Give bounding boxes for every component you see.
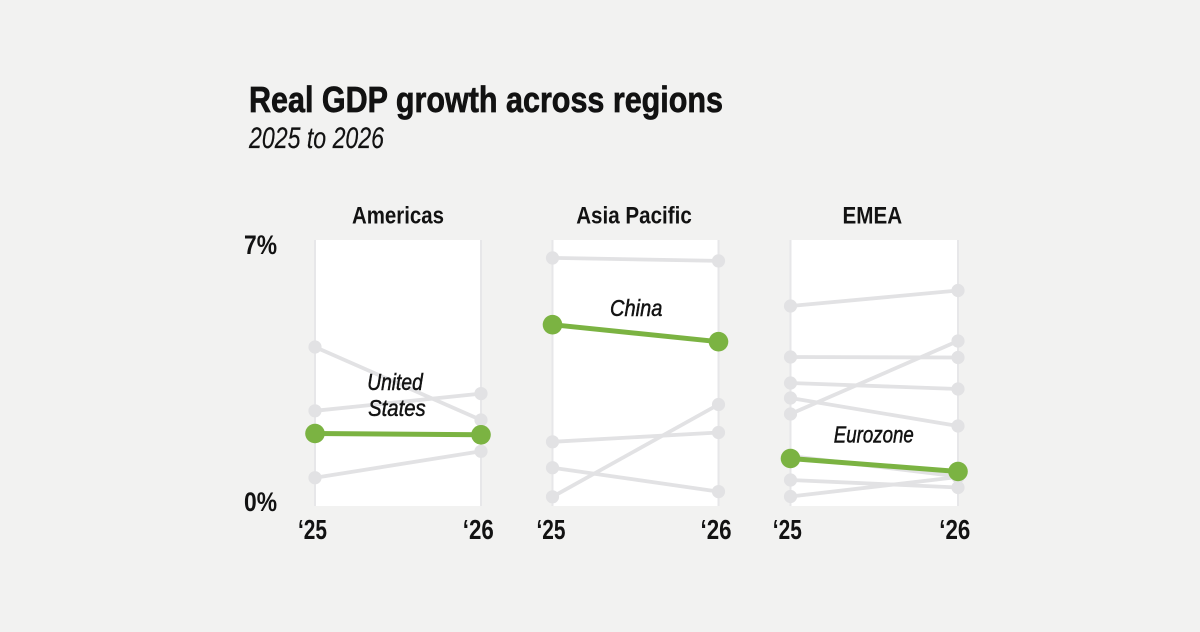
svg-text:‘26: ‘26 xyxy=(701,514,732,545)
svg-text:‘26: ‘26 xyxy=(463,514,494,545)
svg-text:China: China xyxy=(610,295,662,321)
svg-text:States: States xyxy=(368,395,426,421)
svg-text:Asia Pacific: Asia Pacific xyxy=(576,203,692,230)
svg-text:EMEA: EMEA xyxy=(843,203,903,230)
svg-text:Americas: Americas xyxy=(352,203,444,230)
svg-text:0%: 0% xyxy=(244,487,277,517)
svg-text:‘26: ‘26 xyxy=(939,514,970,545)
svg-text:Real GDP growth across regions: Real GDP growth across regions xyxy=(249,79,723,120)
svg-text:‘25: ‘25 xyxy=(298,514,327,545)
svg-text:United: United xyxy=(367,369,423,395)
svg-text:2025 to 2026: 2025 to 2026 xyxy=(248,122,384,155)
svg-text:7%: 7% xyxy=(244,230,277,260)
svg-text:‘25: ‘25 xyxy=(537,514,566,545)
svg-text:Eurozone: Eurozone xyxy=(834,422,914,448)
svg-text:‘25: ‘25 xyxy=(773,514,802,545)
